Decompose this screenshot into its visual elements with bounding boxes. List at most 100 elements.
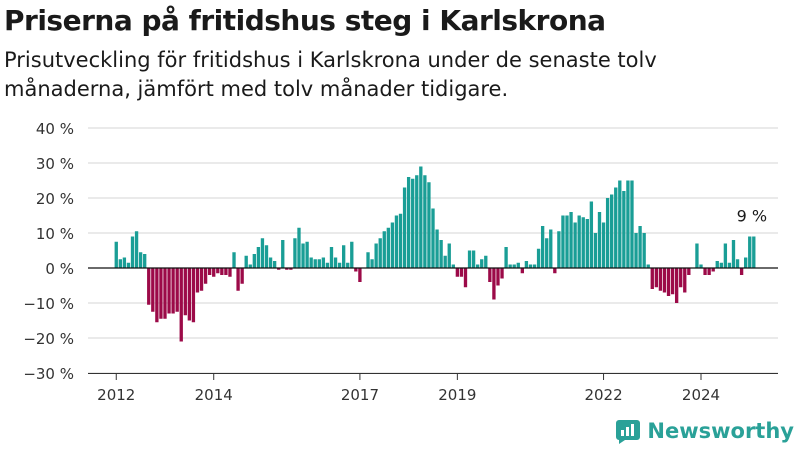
bar	[277, 268, 281, 270]
bar	[147, 268, 151, 305]
bar	[744, 257, 748, 268]
bar	[540, 226, 545, 268]
y-tick-label: 40 %	[36, 120, 74, 138]
y-tick-label: −10 %	[23, 295, 74, 313]
bar	[435, 229, 439, 268]
bar	[471, 250, 476, 268]
x-axis: 2012 2014 2017 2019 2022 2024	[88, 373, 778, 404]
bar	[138, 252, 143, 268]
bar	[366, 252, 370, 268]
bar	[398, 213, 403, 268]
bar	[220, 268, 224, 275]
brand-name: Newsworthy	[647, 419, 794, 443]
bar	[715, 261, 719, 268]
bar	[723, 243, 728, 268]
bar	[687, 268, 691, 275]
bar	[256, 247, 261, 268]
bar	[654, 268, 659, 288]
bar	[536, 248, 541, 268]
bar	[134, 231, 139, 268]
bar	[370, 259, 374, 268]
bar	[183, 268, 187, 316]
chart-title: Priserna på fritidshus steg i Karlskrona	[4, 4, 606, 37]
y-tick-label: 10 %	[36, 225, 74, 243]
y-tick-label: −20 %	[23, 330, 74, 348]
bar	[297, 227, 301, 268]
bar	[358, 268, 362, 282]
bar	[699, 264, 703, 268]
y-tick-label: 0 %	[45, 260, 74, 278]
bar	[731, 240, 736, 268]
bar	[528, 264, 533, 268]
bar	[313, 259, 317, 268]
bar	[264, 245, 269, 268]
bar	[427, 182, 431, 268]
annotations: 9 %	[737, 207, 767, 226]
brand-logo: Newsworthy	[615, 418, 794, 444]
bar	[244, 255, 248, 268]
bar	[317, 259, 321, 268]
bar	[321, 257, 326, 268]
bar	[187, 268, 192, 321]
bar	[463, 268, 468, 288]
bar	[374, 243, 378, 268]
bar	[622, 191, 626, 268]
bar	[439, 240, 443, 268]
bar	[305, 241, 309, 268]
bar	[642, 233, 646, 268]
bar	[630, 180, 634, 268]
bar	[658, 268, 663, 291]
bar	[581, 217, 585, 268]
bar	[224, 268, 228, 275]
x-tick-label: 2022	[584, 386, 622, 404]
bar	[662, 268, 667, 293]
bar	[565, 215, 569, 268]
bar	[163, 268, 167, 319]
bar	[573, 222, 577, 268]
bar	[467, 250, 472, 268]
bar	[752, 236, 756, 268]
bar	[488, 268, 492, 282]
bar	[406, 177, 411, 268]
bar	[289, 268, 293, 270]
bar	[484, 255, 488, 268]
bar	[248, 264, 252, 268]
x-tick-label: 2019	[438, 386, 476, 404]
bar	[272, 261, 277, 268]
bar	[459, 268, 464, 277]
bar	[342, 245, 346, 268]
bar	[411, 178, 415, 268]
x-tick-label: 2014	[195, 386, 233, 404]
bar	[601, 222, 606, 268]
y-axis-labels: 40 % 30 % 20 % 10 % 0 % −10 % −20 % −30 %	[23, 120, 74, 383]
bar	[179, 268, 183, 342]
bar	[512, 264, 516, 268]
bar	[143, 254, 147, 268]
bar	[553, 268, 557, 274]
bar	[402, 187, 407, 268]
bar	[500, 268, 504, 279]
bar	[455, 268, 460, 277]
bar	[727, 262, 732, 268]
bar	[597, 212, 602, 268]
bar	[638, 226, 642, 268]
bar	[650, 268, 654, 289]
bar	[232, 252, 236, 268]
bar	[679, 268, 683, 288]
bar	[618, 180, 622, 268]
bar	[520, 268, 524, 274]
bar	[122, 257, 127, 268]
bar	[735, 259, 740, 268]
bar	[337, 262, 342, 268]
bar	[415, 175, 419, 268]
bar	[394, 215, 399, 268]
bar	[285, 268, 289, 270]
bar	[585, 219, 589, 268]
bar	[683, 268, 687, 293]
y-tick-label: 20 %	[36, 190, 74, 208]
y-tick-label: 30 %	[36, 155, 74, 173]
bar	[159, 268, 163, 319]
bar	[236, 268, 240, 291]
bar	[309, 257, 313, 268]
